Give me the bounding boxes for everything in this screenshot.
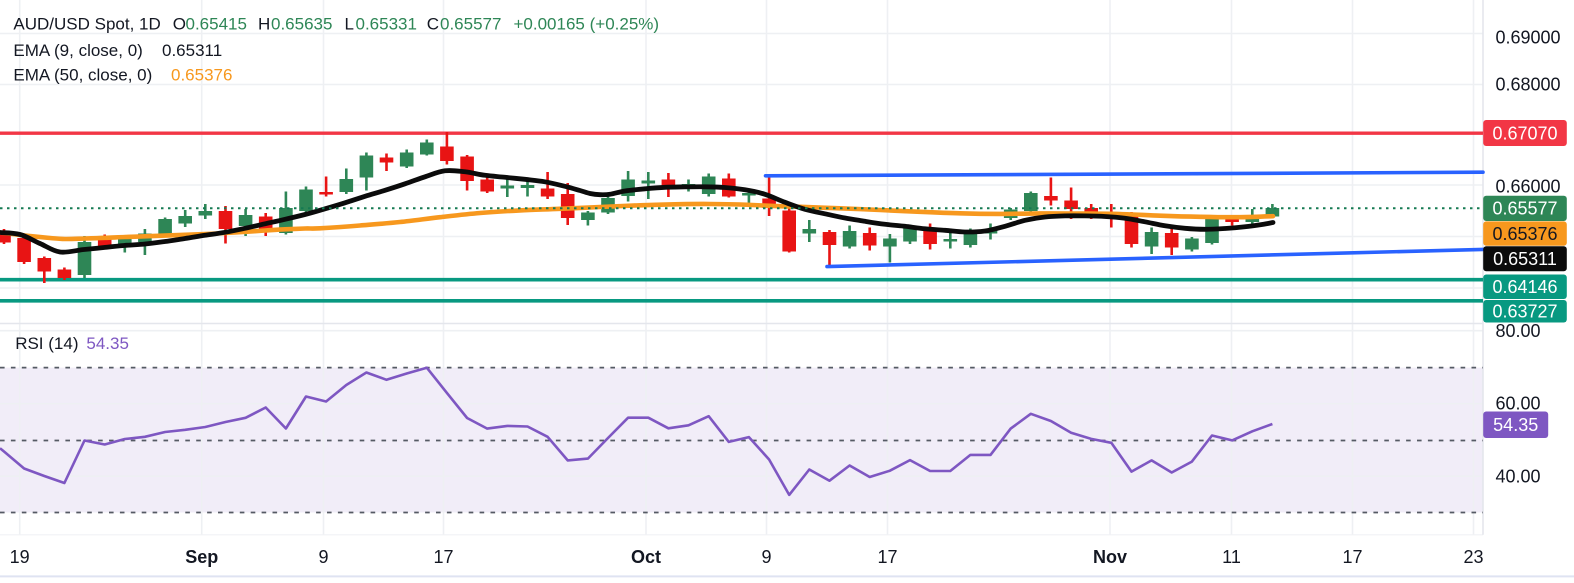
svg-text:0.65635: 0.65635 [271, 14, 332, 33]
svg-text:11: 11 [1222, 547, 1241, 567]
svg-text:19: 19 [10, 547, 30, 567]
svg-text:0.65577: 0.65577 [1492, 199, 1557, 219]
svg-text:23: 23 [1463, 547, 1483, 567]
svg-text:0.65376: 0.65376 [171, 65, 232, 84]
svg-text:0.69000: 0.69000 [1496, 28, 1561, 48]
svg-text:0.64146: 0.64146 [1492, 277, 1557, 297]
svg-text:0.65331: 0.65331 [356, 14, 417, 33]
svg-text:0.65376: 0.65376 [1492, 224, 1557, 244]
svg-text:0.65577: 0.65577 [440, 14, 501, 33]
svg-text:EMA (50, close, 0): EMA (50, close, 0) [13, 65, 152, 84]
svg-text:0.65311: 0.65311 [162, 41, 222, 60]
svg-text:0.65311: 0.65311 [1493, 249, 1557, 269]
svg-text:EMA (9, close, 0): EMA (9, close, 0) [13, 41, 142, 60]
svg-text:Nov: Nov [1093, 547, 1127, 567]
svg-text:H: H [258, 14, 270, 33]
svg-text:17: 17 [1342, 547, 1362, 567]
svg-text:C: C [427, 14, 439, 33]
svg-text:RSI (14): RSI (14) [15, 334, 78, 353]
svg-text:O: O [173, 14, 186, 33]
svg-text:54.35: 54.35 [1493, 415, 1538, 435]
svg-text:AUD/USD Spot, 1D: AUD/USD Spot, 1D [13, 14, 160, 33]
svg-text:60.00: 60.00 [1496, 394, 1541, 414]
svg-text:+0.00165 (+0.25%): +0.00165 (+0.25%) [514, 14, 660, 33]
svg-text:0.65415: 0.65415 [186, 14, 247, 33]
svg-text:0.68000: 0.68000 [1496, 75, 1561, 95]
svg-text:0.63727: 0.63727 [1492, 302, 1557, 322]
svg-text:54.35: 54.35 [86, 334, 129, 353]
svg-text:17: 17 [433, 547, 453, 567]
svg-text:Oct: Oct [631, 547, 661, 567]
svg-text:9: 9 [318, 547, 328, 567]
svg-text:0.67070: 0.67070 [1492, 123, 1557, 143]
svg-text:40.00: 40.00 [1496, 467, 1541, 487]
svg-text:0.66000: 0.66000 [1496, 177, 1561, 197]
svg-text:L: L [345, 14, 354, 33]
svg-text:Sep: Sep [185, 547, 218, 567]
svg-text:80.00: 80.00 [1496, 321, 1541, 341]
svg-text:17: 17 [877, 547, 897, 567]
svg-text:9: 9 [761, 547, 771, 567]
